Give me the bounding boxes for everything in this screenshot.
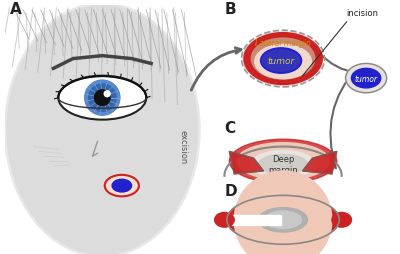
Polygon shape: [229, 152, 264, 174]
Ellipse shape: [105, 175, 139, 197]
Ellipse shape: [244, 34, 322, 85]
Ellipse shape: [243, 33, 323, 86]
Circle shape: [85, 81, 120, 116]
Wedge shape: [283, 171, 332, 254]
Ellipse shape: [251, 151, 315, 178]
Text: tumor: tumor: [355, 74, 378, 83]
Ellipse shape: [260, 49, 302, 74]
Ellipse shape: [250, 37, 316, 81]
Ellipse shape: [247, 36, 319, 83]
Ellipse shape: [237, 143, 330, 180]
Ellipse shape: [58, 76, 146, 120]
Ellipse shape: [234, 199, 332, 240]
Ellipse shape: [4, 4, 200, 254]
Ellipse shape: [227, 196, 339, 244]
Ellipse shape: [244, 34, 322, 85]
Ellipse shape: [253, 39, 313, 80]
Text: excision: excision: [179, 130, 188, 164]
Ellipse shape: [352, 69, 381, 89]
Circle shape: [94, 90, 110, 106]
Text: incision: incision: [346, 9, 378, 18]
Text: B: B: [224, 2, 236, 17]
Ellipse shape: [229, 140, 337, 183]
Ellipse shape: [262, 51, 300, 72]
Ellipse shape: [251, 39, 315, 80]
Text: A: A: [10, 2, 21, 17]
Bar: [232, 215, 281, 225]
Ellipse shape: [332, 213, 352, 227]
Text: tumor: tumor: [268, 57, 295, 66]
Wedge shape: [234, 171, 283, 254]
Ellipse shape: [7, 6, 198, 254]
Text: C: C: [224, 120, 236, 135]
Ellipse shape: [255, 45, 311, 79]
Ellipse shape: [259, 208, 308, 232]
Text: D: D: [224, 184, 237, 199]
Ellipse shape: [249, 36, 317, 82]
Ellipse shape: [346, 64, 387, 93]
Circle shape: [89, 85, 116, 112]
Polygon shape: [302, 152, 337, 174]
Ellipse shape: [215, 213, 234, 227]
Ellipse shape: [112, 180, 132, 192]
Ellipse shape: [259, 155, 308, 174]
Text: Deep
margin: Deep margin: [268, 155, 298, 174]
Text: Lateral margin: Lateral margin: [255, 39, 311, 48]
Ellipse shape: [246, 35, 320, 84]
Ellipse shape: [264, 211, 302, 229]
Circle shape: [104, 91, 110, 97]
Ellipse shape: [252, 38, 314, 80]
